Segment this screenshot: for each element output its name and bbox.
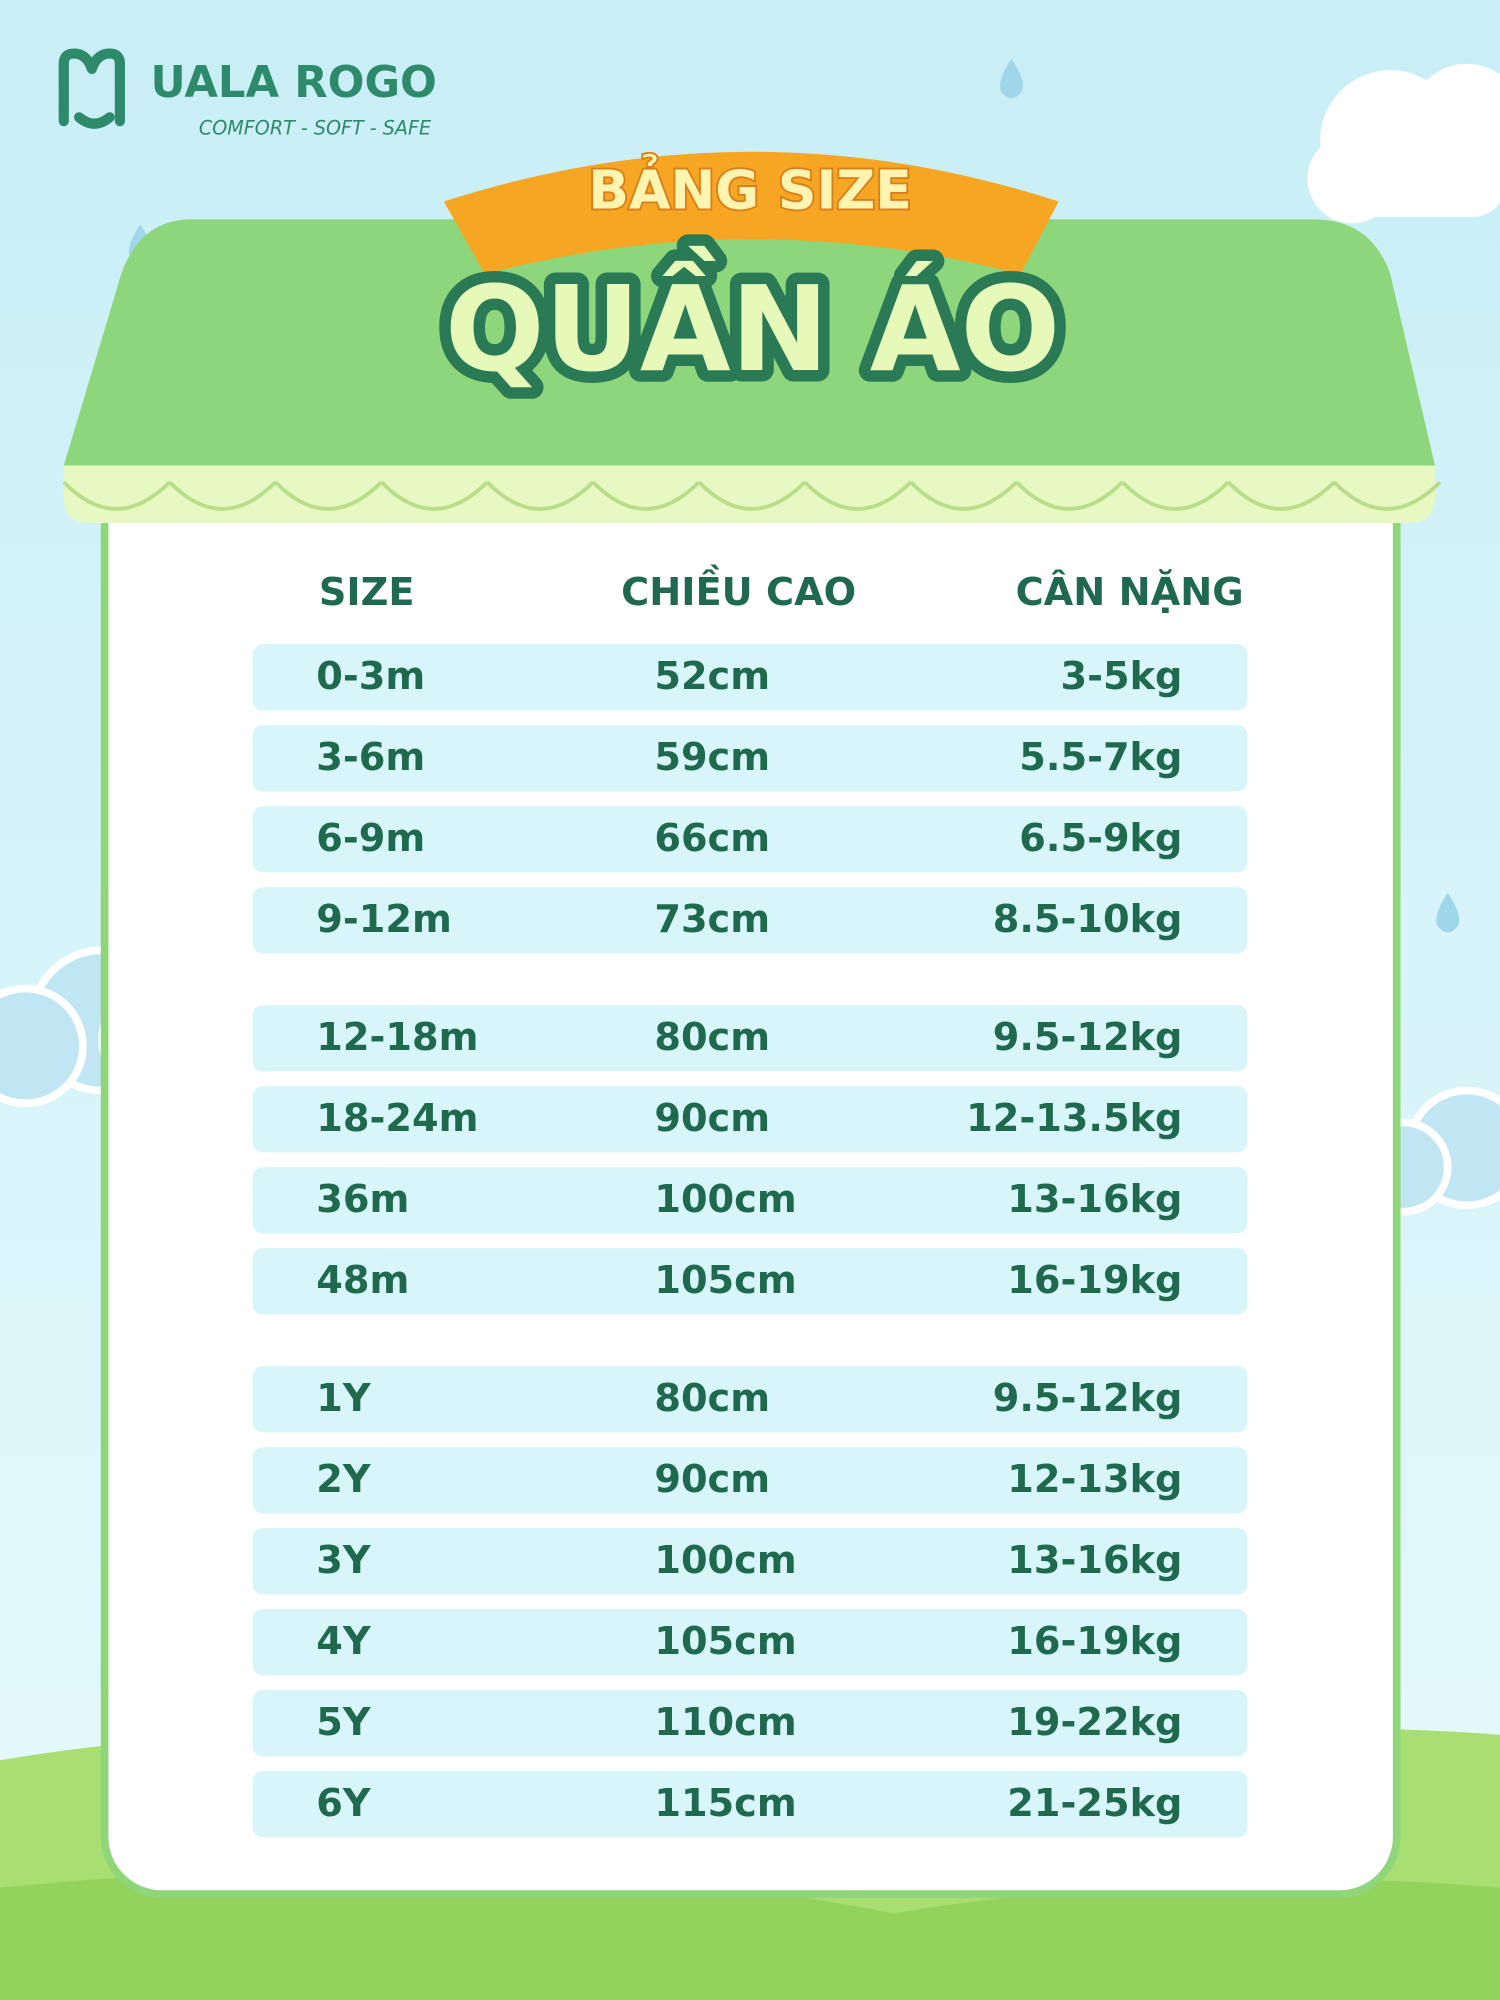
table-cell: 13-16kg: [1007, 1177, 1182, 1222]
table-row: [252, 1086, 1248, 1153]
table-cell: 0-3m: [316, 654, 425, 699]
table-cell: 8.5-10kg: [993, 897, 1183, 942]
scallop: [803, 480, 913, 511]
table-row: [252, 1690, 1248, 1757]
table-cell: 36m: [316, 1177, 409, 1222]
brand-name: UALA ROGO: [151, 58, 437, 108]
table-cell: 5.5-7kg: [1019, 735, 1182, 780]
table-row: [252, 887, 1248, 954]
table-row: [252, 1771, 1248, 1838]
table-cell: 6-9m: [316, 816, 425, 861]
table-cell: 18-24m: [316, 1096, 478, 1141]
scallop: [485, 480, 595, 511]
table-cell: 16-19kg: [1007, 1258, 1182, 1303]
table-cell: 16-19kg: [1007, 1619, 1182, 1664]
scallop: [591, 480, 701, 511]
table-cell: 66cm: [654, 816, 770, 861]
table-cell: 6.5-9kg: [1019, 816, 1182, 861]
table-cell: 3-6m: [316, 735, 425, 780]
table-cell: 110cm: [654, 1700, 796, 1745]
table-cell: 3-5kg: [1060, 654, 1182, 699]
size-table: SIZE CHIỀU CAO CÂN NẶNG 0-3m 52cm 3-5kg 3-6m 59…: [252, 563, 1248, 1838]
table-cell: 12-13.5kg: [966, 1096, 1182, 1141]
table-row: [252, 1528, 1248, 1595]
table-cell: 2Y: [316, 1457, 372, 1502]
table-cell: 52cm: [654, 654, 770, 699]
table-cell: 1Y: [316, 1376, 372, 1421]
table-cell: 19-22kg: [1007, 1700, 1182, 1745]
table-cell: 100cm: [654, 1177, 796, 1222]
scallop: [1332, 480, 1442, 511]
table-cell: 9.5-12kg: [993, 1376, 1183, 1421]
cloud: [1307, 63, 1500, 224]
roof-trim: [63, 465, 1435, 523]
table-row: [252, 1005, 1248, 1072]
table-row: [252, 1609, 1248, 1676]
logo-icon: [58, 48, 125, 129]
column-header: SIZE: [319, 570, 415, 615]
table-cell: 12-13kg: [1007, 1457, 1182, 1502]
column-header: CHIỀU CAO: [621, 563, 856, 615]
scallop: [168, 480, 277, 511]
scallop: [1121, 480, 1230, 511]
table-cell: 21-25kg: [1007, 1781, 1182, 1826]
table-cell: 9-12m: [316, 897, 452, 942]
table-cell: 90cm: [654, 1096, 770, 1141]
scallop: [1226, 480, 1336, 511]
table-cell: 6Y: [316, 1781, 372, 1826]
brand-tagline: COMFORT - SOFT - SAFE: [199, 116, 432, 139]
table-cell: 80cm: [654, 1376, 770, 1421]
table-row: [252, 1167, 1248, 1234]
table-cell: 4Y: [316, 1619, 372, 1664]
table-cell: 90cm: [654, 1457, 770, 1502]
table-cell: 105cm: [654, 1258, 796, 1303]
table-cell: 105cm: [654, 1619, 796, 1664]
table-row: [252, 1248, 1248, 1315]
table-row: [252, 1447, 1248, 1514]
banner-subtitle: BẢNG SIZE: [588, 154, 912, 222]
banner-ribbon: [443, 151, 1059, 275]
scallop: [909, 480, 1018, 511]
table-cell: 115cm: [654, 1781, 796, 1826]
scallop: [697, 480, 807, 511]
table-cell: 48m: [316, 1258, 409, 1303]
table-cell: 3Y: [316, 1538, 372, 1583]
scallop-edge: [62, 480, 1442, 511]
table-row: [252, 806, 1248, 873]
table-row: [252, 725, 1248, 792]
banner-title: QUẦN ÁO: [445, 245, 1060, 398]
table-cell: 73cm: [654, 897, 770, 942]
table-cell: 5Y: [316, 1700, 372, 1745]
roof: [63, 219, 1435, 466]
table-cell: 100cm: [654, 1538, 796, 1583]
table-cell: 13-16kg: [1007, 1538, 1182, 1583]
table-cell: 59cm: [654, 735, 770, 780]
table-cell: 12-18m: [316, 1015, 478, 1060]
table-row: [252, 644, 1248, 711]
scallop: [1015, 480, 1124, 511]
column-header: CÂN NẶNG: [1016, 568, 1244, 615]
scallop: [380, 480, 489, 511]
grass: [0, 1867, 1500, 2000]
scallop: [62, 480, 171, 511]
table-cell: 9.5-12kg: [993, 1015, 1183, 1060]
table-cell: 80cm: [654, 1015, 770, 1060]
scallop: [274, 480, 383, 511]
table-row: [252, 1366, 1248, 1433]
